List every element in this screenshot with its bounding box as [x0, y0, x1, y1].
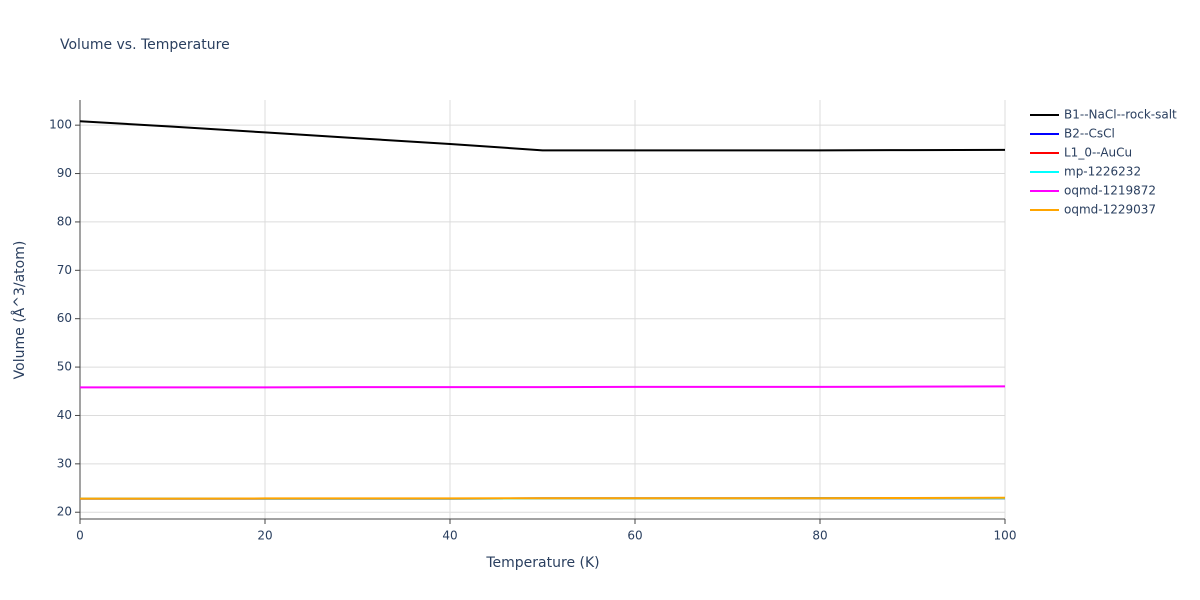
y-tick-label: 30 [57, 456, 72, 470]
series-line [79, 120, 1006, 152]
series-line [80, 385, 1006, 389]
y-tick-label: 90 [57, 166, 72, 180]
chart-title: Volume vs. Temperature [60, 37, 230, 53]
x-tick-label: 0 [76, 529, 84, 543]
legend-label: oqmd-1229037 [1064, 203, 1156, 217]
legend-label: B2--CsCl [1064, 127, 1115, 141]
legend-label: mp-1226232 [1064, 165, 1141, 179]
x-tick-label: 100 [994, 529, 1017, 543]
legend-label: B1--NaCl--rock-salt [1064, 108, 1177, 122]
legend-label: L1_0--AuCu [1064, 146, 1132, 160]
x-tick-label: 80 [812, 529, 827, 543]
y-tick-label: 20 [57, 505, 72, 519]
legend-label: oqmd-1219872 [1064, 184, 1156, 198]
x-axis-label: Temperature (K) [485, 555, 599, 571]
y-tick-label: 60 [57, 311, 72, 325]
y-tick-label: 50 [57, 360, 72, 374]
y-tick-label: 70 [57, 263, 72, 277]
y-tick-label: 80 [57, 214, 72, 228]
y-axis-label: Volume (Å^3/atom) [11, 241, 28, 380]
x-tick-label: 20 [257, 529, 272, 543]
y-tick-label: 100 [49, 118, 72, 132]
x-tick-label: 40 [442, 529, 457, 543]
y-tick-label: 40 [57, 408, 72, 422]
x-tick-label: 60 [627, 529, 642, 543]
series-line [80, 496, 1006, 500]
